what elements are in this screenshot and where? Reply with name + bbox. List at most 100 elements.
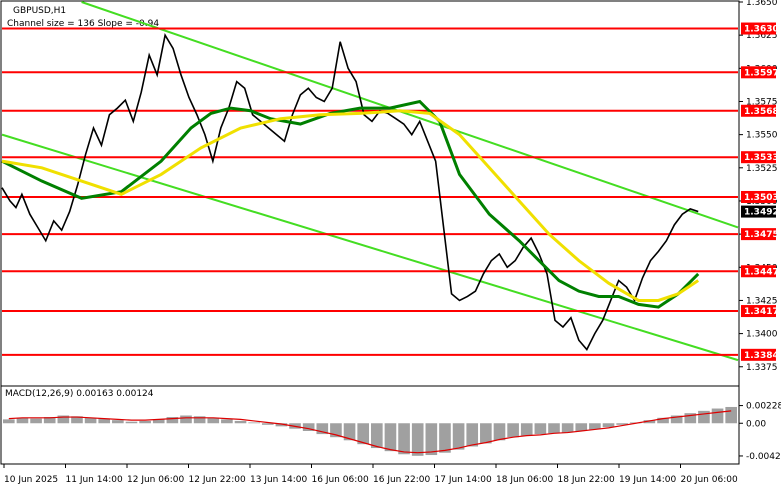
- macd-bar-3: [43, 417, 56, 424]
- macd-bar-28: [384, 423, 397, 452]
- moving-averages: [1, 99, 700, 309]
- macd-bar-44: [602, 423, 615, 428]
- macd-bar-39: [534, 423, 547, 435]
- macd-bar-18: [248, 422, 260, 424]
- macd-label: MACD(12,26,9) 0.00163 0.00124: [5, 389, 154, 399]
- macd-bar-51: [698, 410, 710, 424]
- macd-signal-line: [8, 410, 732, 454]
- macd-bar-1: [16, 417, 29, 424]
- y-tick-label-0: 1.3650: [746, 0, 778, 8]
- level-label-1.3630: 1.3630: [744, 25, 779, 35]
- macd-bar-10: [139, 420, 151, 424]
- moving-average-2: [1, 109, 700, 302]
- macd-bar-19: [261, 423, 274, 425]
- macd-bar-8: [112, 420, 124, 424]
- macd-bar-20: [275, 423, 288, 427]
- x-tick-label-4: 13 Jun 14:00: [250, 475, 307, 485]
- channel-line-1: [1, 133, 739, 362]
- x-tick-label-7: 17 Jun 14:00: [435, 475, 492, 485]
- macd-bar-5: [71, 416, 83, 424]
- macd-bar-29: [398, 423, 410, 455]
- y-tick-label-9: 1.3425: [746, 296, 778, 306]
- macd-panel: 0.00228 0.00 -0.00422: [3, 402, 781, 462]
- macd-bar-38: [520, 423, 533, 436]
- macd-bar-30: [411, 423, 424, 456]
- macd-bar-9: [125, 421, 138, 424]
- time-axis: 10 Jun 2025 11 Jun 14:00 12 Jun 06:00 12 Ju…: [3, 464, 738, 485]
- macd-bar-6: [84, 417, 97, 424]
- macd-bar-7: [98, 418, 111, 424]
- x-tick-label-1: 11 Jun 14:00: [66, 475, 123, 485]
- macd-bar-40: [548, 423, 560, 434]
- y-tick-label-3: 1.3575: [746, 97, 778, 107]
- y-tick-label-10: 1.3400: [746, 330, 778, 340]
- macd-bar-50: [684, 413, 697, 424]
- macd-bar-12: [166, 417, 179, 424]
- macd-bar-35: [480, 423, 492, 444]
- macd-bar-34: [466, 423, 479, 447]
- x-tick-label-6: 16 Jun 22:00: [373, 475, 430, 485]
- macd-tick-label-1: 0.00: [746, 419, 766, 429]
- level-label-1.3568: 1.3568: [744, 107, 779, 117]
- channel-line-2: [81, 1, 739, 229]
- macd-bar-27: [371, 423, 383, 449]
- level-box-1.3533: [741, 151, 776, 164]
- x-tick-label-9: 18 Jun 22:00: [558, 475, 615, 485]
- macd-bar-43: [589, 423, 601, 430]
- level-label-1.3475: 1.3475: [744, 230, 779, 240]
- macd-bar-17: [234, 420, 247, 424]
- macd-bar-48: [657, 417, 669, 424]
- current-price-label: 1.3492: [744, 208, 779, 218]
- macd-tick-label-0: 0.00228: [746, 402, 781, 412]
- current-price-box: [741, 205, 776, 218]
- macd-bar-16: [221, 419, 233, 424]
- level-box-1.3475: [741, 228, 776, 241]
- macd-bar-13: [180, 415, 192, 424]
- macd-bar-2: [30, 418, 42, 424]
- macd-bar-45: [616, 423, 628, 425]
- level-label-1.3384: 1.3384: [744, 351, 779, 361]
- y-tick-label-4: 1.3550: [746, 131, 778, 141]
- level-label-1.3447: 1.3447: [744, 267, 779, 277]
- macd-bar-23: [316, 423, 329, 435]
- price-line: [1, 32, 699, 351]
- level-label-1.3417: 1.3417: [744, 307, 779, 317]
- y-tick-label-5: 1.3525: [746, 164, 778, 174]
- x-tick-label-0: 10 Jun 2025: [4, 475, 58, 485]
- y-tick-label-1: 1.3625: [746, 31, 778, 41]
- macd-bar-42: [575, 423, 588, 431]
- macd-bar-37: [507, 423, 519, 438]
- level-box-1.3597: [741, 66, 776, 79]
- macd-bar-36: [493, 423, 506, 441]
- channel-info: Channel size = 136 Slope = -0.94: [7, 19, 159, 29]
- y-tick-label-11: 1.3375: [746, 363, 778, 373]
- macd-bar-4: [57, 415, 70, 424]
- moving-average-1: [1, 99, 700, 309]
- channel-lines: [1, 1, 739, 362]
- level-box-1.3417: [741, 305, 776, 318]
- level-label-1.3597: 1.3597: [744, 68, 779, 78]
- x-tick-label-2: 12 Jun 06:00: [127, 475, 184, 485]
- macd-tick-label-2: -0.00422: [746, 452, 781, 462]
- macd-bar-14: [193, 416, 206, 424]
- macd-bar-47: [643, 420, 656, 424]
- macd-bar-0: [3, 419, 15, 424]
- level-box-1.3384: [741, 348, 776, 361]
- macd-bar-41: [561, 423, 574, 433]
- main-plot-frame: [0, 0, 740, 465]
- macd-bar-11: [152, 419, 165, 424]
- x-tick-label-11: 20 Jun 06:00: [681, 475, 738, 485]
- level-label-1.3533: 1.3533: [744, 153, 779, 163]
- x-tick-label-5: 16 Jun 06:00: [312, 475, 369, 485]
- macd-bar-15: [207, 417, 220, 424]
- macd-bar-32: [439, 423, 451, 453]
- x-tick-label-8: 18 Jun 06:00: [496, 475, 553, 485]
- macd-bar-52: [711, 408, 724, 424]
- macd-bar-26: [357, 423, 369, 445]
- macd-bar-25: [343, 423, 356, 441]
- level-label-1.3503: 1.3503: [744, 193, 779, 203]
- level-labels: 1.3630 1.3597 1.3568 1.3533 1.3503 1.3475 1.34…: [741, 22, 779, 361]
- x-tick-label-3: 12 Jun 22:00: [189, 475, 246, 485]
- macd-bar-31: [425, 423, 438, 456]
